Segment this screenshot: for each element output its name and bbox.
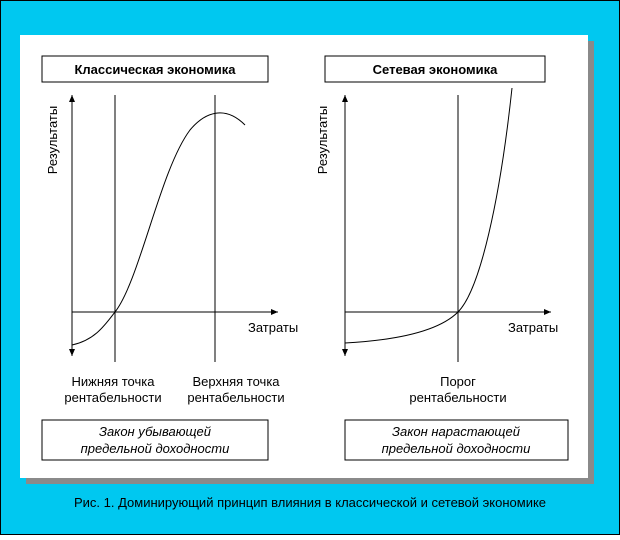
x-label: Затраты <box>248 320 298 335</box>
classic-chart: Классическая экономика Затраты Результат… <box>41 55 298 461</box>
marker-label: рентабельности <box>64 390 161 405</box>
law-box <box>41 419 269 461</box>
y-label: Результаты <box>315 106 330 174</box>
curve <box>71 112 246 346</box>
title-box <box>41 55 269 83</box>
panel <box>20 35 588 478</box>
title-box <box>324 55 546 83</box>
panel-title: Сетевая экономика <box>373 62 498 77</box>
curve <box>344 87 513 344</box>
law-text: предельной доходности <box>382 441 531 456</box>
marker-label: Верхняя точка <box>192 374 280 389</box>
marker-label: Нижняя точка <box>72 374 156 389</box>
law-text: предельной доходности <box>81 441 230 456</box>
network-chart: Сетевая экономика Затраты Результаты Пор… <box>315 55 569 461</box>
x-label: Затраты <box>508 320 558 335</box>
caption: Рис. 1. Доминирующий принцип влияния в к… <box>74 495 546 510</box>
marker-label: рентабельности <box>409 390 506 405</box>
y-label: Результаты <box>45 106 60 174</box>
law-box <box>344 419 569 461</box>
marker-label: Порог <box>440 374 476 389</box>
panel-title: Классическая экономика <box>74 62 236 77</box>
marker-label: рентабельности <box>187 390 284 405</box>
law-text: Закон нарастающей <box>392 424 520 439</box>
law-text: Закон убывающей <box>99 424 211 439</box>
